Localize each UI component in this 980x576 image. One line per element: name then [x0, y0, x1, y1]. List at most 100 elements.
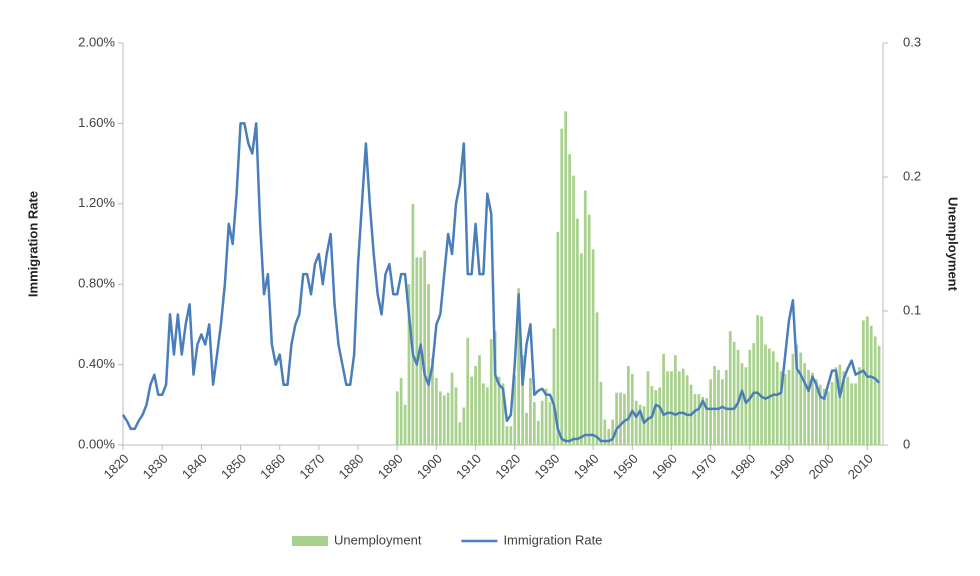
bar [513, 375, 517, 445]
bar [395, 391, 399, 445]
x-tick-label: 2010 [845, 451, 876, 482]
bar [697, 394, 701, 445]
legend-swatch [292, 536, 328, 546]
bar [603, 419, 607, 445]
bar [525, 412, 528, 445]
y-axis-title: Immigration Rate [25, 191, 40, 297]
y-tick-label: 0.00% [78, 436, 115, 451]
bar [634, 400, 638, 445]
bar [775, 361, 779, 445]
bar [548, 402, 552, 445]
bar [607, 428, 611, 445]
bar [478, 355, 481, 445]
bar [681, 368, 685, 445]
bar [462, 407, 466, 445]
bar [658, 387, 662, 445]
bar [693, 394, 697, 445]
bar [407, 284, 411, 445]
bar [850, 383, 854, 445]
bar [587, 214, 591, 445]
x-tick-label: 1980 [727, 451, 758, 482]
bar [572, 175, 575, 445]
bar [705, 398, 709, 445]
bar [822, 388, 826, 445]
bar [803, 363, 807, 445]
bar [466, 337, 470, 445]
bar [642, 406, 646, 445]
bar [779, 371, 783, 445]
x-tick-label: 1820 [100, 451, 131, 482]
legend-label: Immigration Rate [503, 532, 602, 547]
legend-label: Unemployment [334, 532, 422, 547]
x-tick-label: 1940 [571, 451, 602, 482]
bar [865, 316, 869, 445]
bar [638, 404, 642, 445]
bar [611, 419, 615, 445]
line [121, 122, 880, 443]
bar [599, 382, 603, 445]
bar [677, 371, 681, 445]
bar [873, 336, 877, 445]
bar [427, 284, 430, 445]
bar [666, 371, 669, 445]
bar [564, 111, 568, 445]
y-tick-label: 0.40% [78, 356, 115, 371]
bar [505, 426, 509, 445]
bar [399, 378, 403, 445]
x-tick-label: 1990 [766, 451, 797, 482]
bar [501, 383, 505, 445]
bar [482, 383, 485, 445]
bar [826, 391, 830, 445]
bar [630, 373, 634, 445]
bar [858, 367, 861, 445]
bar [411, 203, 415, 445]
bar [764, 344, 767, 445]
x-tick-label: 1840 [179, 451, 210, 482]
bar [583, 190, 587, 445]
bar [509, 426, 513, 445]
x-tick-label: 1970 [688, 451, 719, 482]
bar [877, 345, 881, 445]
bar [713, 365, 716, 445]
x-tick-label: 1830 [140, 451, 171, 482]
bar [450, 372, 454, 445]
bar [438, 391, 442, 445]
bar [771, 351, 775, 445]
bar [560, 128, 564, 445]
bar [834, 367, 838, 445]
bar [485, 387, 489, 445]
bar [454, 387, 458, 445]
bar [568, 154, 571, 445]
bar [721, 379, 724, 445]
bar [869, 325, 873, 445]
bar [815, 379, 818, 445]
bar [799, 352, 803, 445]
x-tick-label: 1850 [218, 451, 249, 482]
bar [732, 341, 736, 445]
bar [493, 331, 497, 445]
bar [626, 365, 630, 445]
x-tick-label: 1950 [610, 451, 641, 482]
bar [540, 400, 544, 445]
bar [830, 382, 834, 445]
x-tick-label: 1880 [336, 451, 367, 482]
bar [736, 349, 740, 445]
bar [791, 353, 795, 445]
bar [654, 390, 658, 445]
bar [591, 249, 595, 445]
bar [517, 288, 521, 445]
bar [536, 420, 540, 445]
bar [423, 250, 427, 445]
bar [458, 422, 462, 445]
bar [489, 339, 493, 445]
bar [740, 363, 744, 445]
bar [783, 373, 787, 445]
bar [846, 376, 850, 445]
x-tick-label: 1930 [531, 451, 562, 482]
bar [552, 328, 556, 445]
bar [744, 367, 748, 445]
bar [529, 378, 532, 445]
bar [442, 395, 446, 445]
bar [728, 331, 732, 445]
bar [709, 379, 712, 445]
